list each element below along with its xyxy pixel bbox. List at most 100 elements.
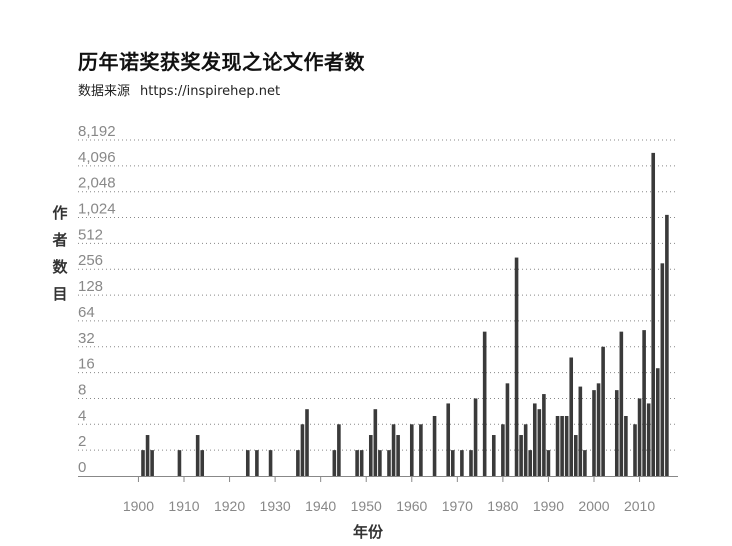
y-tick-label: 128 bbox=[78, 278, 103, 295]
bar bbox=[378, 450, 382, 476]
bar bbox=[391, 424, 396, 476]
bar bbox=[532, 403, 537, 476]
bar bbox=[332, 450, 337, 476]
bar bbox=[514, 257, 519, 476]
y-axis-label-char: 数 bbox=[52, 258, 68, 276]
bar bbox=[665, 214, 669, 476]
bar bbox=[432, 415, 437, 476]
x-tick-label: 1900 bbox=[123, 498, 154, 514]
bar bbox=[624, 415, 628, 476]
bar bbox=[633, 424, 637, 476]
bar bbox=[296, 450, 300, 476]
bar bbox=[355, 450, 359, 476]
bar bbox=[368, 435, 373, 476]
bar bbox=[491, 435, 496, 476]
bar bbox=[642, 330, 646, 476]
y-tick-labels: 0 2 4 8 16 32 64 128 256 512 1,024 2,048 4,096 8,192 bbox=[78, 123, 116, 476]
bar bbox=[195, 435, 200, 476]
bar bbox=[542, 394, 546, 476]
bar bbox=[482, 331, 487, 476]
bar bbox=[505, 383, 510, 476]
y-tick-label: 8 bbox=[78, 381, 86, 398]
y-tick-label: 512 bbox=[78, 226, 103, 243]
y-tick-label: 64 bbox=[78, 304, 95, 321]
x-tick-label: 2010 bbox=[624, 498, 655, 514]
bar bbox=[651, 152, 656, 476]
bar bbox=[646, 403, 651, 476]
x-tick-label: 1950 bbox=[351, 498, 382, 514]
source-url: https://inspirehep.net bbox=[140, 84, 281, 99]
bar bbox=[305, 409, 309, 476]
bar bbox=[501, 424, 505, 476]
x-tick-label: 1990 bbox=[533, 498, 564, 514]
chart-title: 历年诺奖获奖发现之论文作者数 bbox=[78, 50, 365, 74]
x-tick-label: 1930 bbox=[260, 498, 291, 514]
y-tick-label: 32 bbox=[78, 330, 95, 347]
bar bbox=[177, 450, 182, 476]
y-tick-label: 4,096 bbox=[78, 149, 116, 166]
y-tick-label: 2 bbox=[78, 433, 86, 450]
grid-lines bbox=[78, 139, 678, 451]
bar bbox=[473, 398, 478, 476]
bar bbox=[141, 450, 145, 476]
x-axis-label: 年份 bbox=[353, 523, 384, 541]
x-tick-label: 1960 bbox=[396, 498, 427, 514]
y-tick-label: 8,192 bbox=[78, 123, 116, 140]
bar bbox=[592, 390, 596, 476]
source-label: 数据来源 bbox=[78, 84, 131, 99]
x-tick-label: 1940 bbox=[305, 498, 336, 514]
bar bbox=[596, 383, 601, 476]
y-tick-label: 0 bbox=[78, 459, 86, 476]
y-axis-label-char: 目 bbox=[52, 285, 67, 303]
bar bbox=[145, 435, 150, 476]
y-axis-label-char: 作 bbox=[52, 204, 67, 222]
y-tick-label: 1,024 bbox=[78, 201, 116, 218]
bar bbox=[450, 450, 455, 476]
y-axis-label-char: 者 bbox=[52, 231, 67, 249]
x-tick-label: 1980 bbox=[487, 498, 518, 514]
x-tick-label: 1970 bbox=[442, 498, 473, 514]
y-tick-label: 4 bbox=[78, 407, 86, 424]
bar bbox=[469, 450, 473, 476]
bar bbox=[359, 450, 364, 476]
bar bbox=[396, 435, 400, 476]
bar bbox=[300, 424, 305, 476]
bar bbox=[578, 386, 583, 476]
bar bbox=[583, 450, 587, 476]
bar bbox=[337, 424, 341, 476]
x-tick-label: 1920 bbox=[214, 498, 245, 514]
bar bbox=[528, 450, 533, 476]
bar bbox=[150, 450, 154, 476]
bar bbox=[537, 409, 542, 476]
bar bbox=[614, 390, 619, 476]
bar bbox=[523, 424, 528, 476]
bar bbox=[200, 450, 205, 476]
bar bbox=[546, 450, 551, 476]
x-ticks: 1900 1910 1920 1930 1940 1950 1960 1970 1980 1990… bbox=[123, 476, 655, 514]
data-source: 数据来源 https://inspirehep.net bbox=[78, 80, 280, 99]
x-tick-label: 2000 bbox=[578, 498, 609, 514]
bar bbox=[255, 450, 259, 476]
bar bbox=[564, 415, 569, 476]
x-tick-label: 1910 bbox=[168, 498, 199, 514]
bar bbox=[373, 409, 378, 476]
bar bbox=[560, 415, 564, 476]
y-tick-label: 16 bbox=[78, 356, 95, 373]
bar bbox=[601, 346, 605, 476]
bar bbox=[446, 403, 451, 476]
y-tick-label: 256 bbox=[78, 252, 103, 269]
bar bbox=[637, 398, 642, 476]
bar bbox=[619, 331, 624, 476]
y-tick-label: 2,048 bbox=[78, 175, 116, 192]
bar bbox=[268, 450, 273, 476]
bar bbox=[573, 435, 578, 476]
bar bbox=[655, 368, 660, 476]
bar bbox=[387, 450, 391, 476]
bar bbox=[569, 357, 574, 476]
bar bbox=[555, 415, 560, 476]
bar bbox=[409, 424, 414, 476]
bar bbox=[419, 424, 423, 476]
